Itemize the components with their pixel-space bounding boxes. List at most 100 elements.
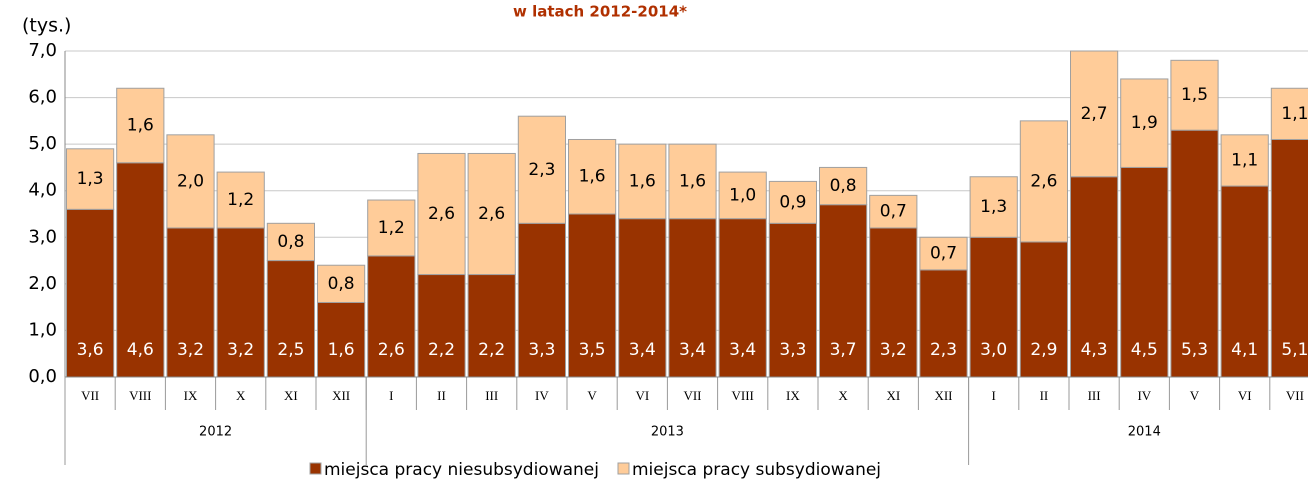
chart-title: w latach 2012-2014* bbox=[513, 3, 687, 21]
data-label: 2,7 bbox=[1081, 104, 1108, 124]
legend-swatch bbox=[617, 462, 630, 475]
data-label: 3,7 bbox=[830, 340, 857, 360]
x-tick-label: XI bbox=[284, 388, 298, 403]
x-tick-label: I bbox=[389, 388, 393, 403]
bar-segment bbox=[517, 115, 566, 224]
bar-segment bbox=[66, 208, 115, 378]
data-label: 3,6 bbox=[77, 340, 104, 360]
x-tick-label: I bbox=[992, 388, 996, 403]
x-tick-label: IV bbox=[1137, 388, 1151, 403]
data-label: 3,4 bbox=[629, 340, 656, 360]
data-label: 2,2 bbox=[478, 340, 505, 360]
bar-segment bbox=[1019, 241, 1068, 378]
data-label: 2,2 bbox=[428, 340, 455, 360]
y-tick-label: 4,0 bbox=[28, 180, 57, 201]
data-label: 3,2 bbox=[880, 340, 907, 360]
data-label: 1,9 bbox=[1131, 113, 1158, 133]
bar-segment bbox=[216, 171, 265, 229]
data-label: 2,0 bbox=[177, 171, 204, 191]
x-tick-label: XII bbox=[332, 388, 350, 403]
y-tick-label: 0,0 bbox=[28, 366, 57, 387]
data-label: 4,1 bbox=[1231, 340, 1258, 360]
bar-segment bbox=[718, 171, 767, 220]
bar-segment bbox=[568, 213, 617, 378]
bar-segment bbox=[166, 134, 215, 229]
data-label: 0,8 bbox=[328, 274, 355, 294]
data-label: 2,6 bbox=[378, 340, 405, 360]
bar-segment bbox=[1170, 129, 1219, 378]
data-label: 1,3 bbox=[980, 197, 1007, 217]
data-label: 5,3 bbox=[1181, 340, 1208, 360]
bar-segment bbox=[467, 152, 516, 276]
x-tick-label: XII bbox=[934, 388, 952, 403]
bar-segment bbox=[216, 227, 265, 378]
bar-segment bbox=[467, 274, 516, 378]
data-label: 1,6 bbox=[127, 116, 154, 136]
x-tick-label: VI bbox=[1238, 388, 1252, 403]
x-tick-label: IX bbox=[184, 388, 198, 403]
x-tick-label: IX bbox=[786, 388, 800, 403]
bar-segment bbox=[1070, 176, 1119, 378]
bar-segment bbox=[969, 176, 1018, 238]
bar-segment bbox=[166, 227, 215, 378]
bar-segment bbox=[819, 166, 868, 206]
data-label: 0,9 bbox=[779, 192, 806, 212]
x-tick-label: IV bbox=[535, 388, 549, 403]
bar-segment bbox=[317, 301, 366, 378]
data-label: 2,3 bbox=[930, 340, 957, 360]
data-label: 1,3 bbox=[77, 169, 104, 189]
data-label: 2,9 bbox=[1030, 340, 1057, 360]
data-label: 2,5 bbox=[277, 340, 304, 360]
bar-segment bbox=[116, 87, 165, 164]
bar-segment bbox=[869, 227, 918, 378]
bar-segment bbox=[266, 222, 315, 262]
bar-segment bbox=[718, 218, 767, 378]
bar-segment bbox=[1120, 78, 1169, 168]
data-label: 1,1 bbox=[1231, 150, 1258, 170]
bar-segment bbox=[417, 152, 466, 276]
data-label: 3,5 bbox=[579, 340, 606, 360]
legend-label: miejsca pracy niesubsydiowanej bbox=[324, 460, 599, 480]
data-label: 2,6 bbox=[428, 204, 455, 224]
data-label: 0,7 bbox=[880, 202, 907, 222]
x-tick-label: V bbox=[1190, 388, 1200, 403]
bar-segment bbox=[668, 218, 717, 378]
data-label: 2,3 bbox=[528, 160, 555, 180]
data-label: 3,3 bbox=[528, 340, 555, 360]
bar-segment bbox=[1019, 120, 1068, 243]
y-tick-label: 3,0 bbox=[28, 226, 57, 247]
x-tick-label: VI bbox=[635, 388, 649, 403]
data-label: 3,0 bbox=[980, 340, 1007, 360]
data-label: 3,3 bbox=[779, 340, 806, 360]
bar-segment bbox=[417, 274, 466, 378]
legend-label: miejsca pracy subsydiowanej bbox=[632, 460, 881, 480]
data-label: 1,0 bbox=[729, 185, 756, 205]
x-tick-label: III bbox=[485, 388, 498, 403]
data-label: 1,5 bbox=[1181, 85, 1208, 105]
x-tick-label: VII bbox=[683, 388, 701, 403]
bar-segment bbox=[266, 260, 315, 378]
data-label: 1,2 bbox=[378, 218, 405, 238]
x-tick-label: X bbox=[838, 388, 848, 403]
x-tick-label: VIII bbox=[732, 388, 754, 403]
data-label: 1,6 bbox=[679, 171, 706, 191]
x-tick-label: X bbox=[236, 388, 246, 403]
data-label: 0,7 bbox=[930, 244, 957, 264]
x-tick-label: XI bbox=[886, 388, 900, 403]
group-label: 2013 bbox=[651, 425, 684, 440]
data-label: 3,4 bbox=[679, 340, 706, 360]
bar-segment bbox=[768, 180, 817, 224]
bar-segment bbox=[517, 222, 566, 378]
y-tick-label: 6,0 bbox=[28, 87, 57, 108]
data-label: 0,8 bbox=[830, 176, 857, 196]
bar-segment bbox=[819, 204, 868, 378]
y-tick-label: 7,0 bbox=[28, 40, 57, 61]
data-label: 1,6 bbox=[328, 340, 355, 360]
y-axis-label: (tys.) bbox=[22, 15, 71, 37]
data-label: 1,2 bbox=[227, 190, 254, 210]
bar-segment bbox=[1270, 87, 1308, 140]
x-tick-label: VIII bbox=[129, 388, 151, 403]
data-label: 1,1 bbox=[1281, 104, 1308, 124]
bar-segment bbox=[919, 236, 968, 271]
